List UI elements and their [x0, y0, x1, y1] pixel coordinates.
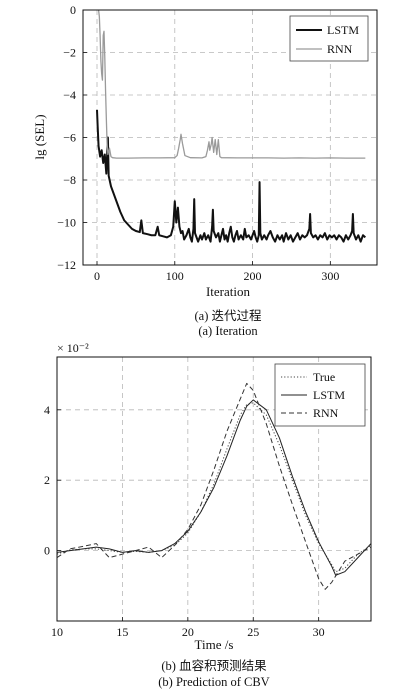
- chart-b-series-rnn-line: [57, 382, 371, 590]
- chart-b-x-tick-label: 10: [51, 625, 63, 639]
- chart-b-legend-label-rnn: RNN: [313, 406, 339, 420]
- chart-b-series-true-line: [57, 402, 371, 573]
- chart-b-legend-label-lstm: LSTM: [313, 388, 345, 402]
- chart-b: 10 15 20 25 30 0 2 4 × 10⁻² Time /s True LSTM R…: [44, 341, 372, 689]
- chart-a-y-tick-label: −6: [63, 131, 76, 145]
- chart-a-x-tick-label: 100: [166, 269, 184, 283]
- chart-b-x-axis-label: Time /s: [195, 637, 234, 652]
- chart-b-y-tick-label: 0: [44, 544, 50, 558]
- chart-a-x-axis-label: Iteration: [206, 284, 251, 299]
- chart-a-legend-label-lstm: LSTM: [327, 23, 359, 37]
- chart-a-x-tick-label: 200: [244, 269, 262, 283]
- chart-b-caption-en: (b) Prediction of CBV: [158, 675, 269, 689]
- chart-b-x-tick-label: 25: [247, 625, 259, 639]
- chart-b-y-tick-label: 4: [44, 403, 50, 417]
- chart-b-scale-note: × 10⁻²: [57, 341, 89, 355]
- chart-a-legend: LSTM RNN: [289, 15, 369, 62]
- chart-b-y-tick-label: 2: [44, 473, 50, 487]
- chart-a-caption-en: (a) Iteration: [198, 324, 258, 338]
- chart-b-x-tick-label: 30: [313, 625, 325, 639]
- chart-a-y-tick-label: −4: [63, 88, 76, 102]
- chart-a-x-tick-label: 0: [94, 269, 100, 283]
- chart-b-legend-label-true: True: [313, 370, 335, 384]
- chart-a-y-tick-label: −12: [57, 258, 76, 272]
- chart-b-series-lstm-line: [57, 399, 371, 576]
- chart-a-y-tick-label: −2: [63, 46, 76, 60]
- chart-a-y-tick-label: −10: [57, 216, 76, 230]
- chart-b-series: [57, 382, 371, 590]
- chart-a: 0 100 200 300 0 −2 −4 −6 −8 −10 −12 Iteration lg (…: [32, 3, 378, 338]
- chart-b-legend: True LSTM RNN: [274, 363, 366, 427]
- chart-a-series-rnn-line: [97, 10, 366, 159]
- chart-b-plot-frame: [56, 356, 372, 622]
- chart-b-caption-cn: (b) 血容积预测结果: [161, 658, 267, 673]
- chart-a-caption-cn: (a) 迭代过程: [195, 308, 262, 323]
- chart-b-x-tick-label: 15: [116, 625, 128, 639]
- chart-a-legend-box: [289, 15, 369, 62]
- chart-a-x-tick-label: 300: [321, 269, 339, 283]
- chart-a-y-axis-label: lg (SEL): [32, 114, 47, 159]
- chart-a-ticks: 0 100 200 300 0 −2 −4 −6 −8 −10 −12: [57, 3, 339, 283]
- chart-a-y-tick-label: −8: [63, 173, 76, 187]
- chart-a-series: [96, 10, 367, 243]
- chart-a-legend-label-rnn: RNN: [327, 42, 353, 56]
- chart-a-series-lstm-line: [96, 109, 367, 243]
- chart-b-x-tick-label: 20: [182, 625, 194, 639]
- chart-b-ticks: 10 15 20 25 30 0 2 4: [44, 403, 325, 639]
- chart-a-y-tick-label: 0: [70, 3, 76, 17]
